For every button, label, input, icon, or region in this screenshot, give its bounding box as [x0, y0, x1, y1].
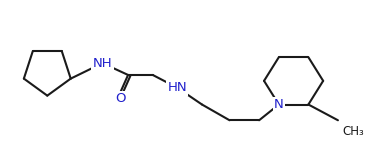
Text: N: N	[274, 98, 284, 111]
Text: HN: HN	[167, 81, 187, 94]
Text: O: O	[115, 92, 125, 105]
Text: NH: NH	[93, 57, 112, 70]
Text: CH₃: CH₃	[343, 125, 365, 138]
